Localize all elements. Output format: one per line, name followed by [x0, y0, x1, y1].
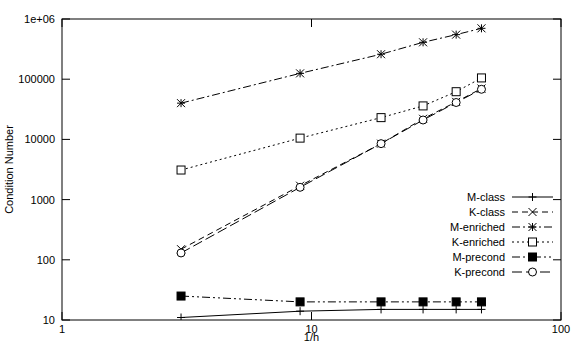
data-point: [377, 140, 385, 148]
data-point: [296, 183, 304, 191]
series-line: [181, 78, 481, 170]
plot-frame: [62, 19, 561, 320]
data-point: [377, 298, 385, 306]
y-tick-label: 1000: [31, 194, 55, 206]
data-point: [177, 166, 185, 174]
legend: M-class K-class M-enriched K-enriched M-prec…: [450, 191, 553, 278]
data-point: [477, 85, 485, 93]
data-point: [477, 85, 485, 93]
data-point: [177, 99, 185, 107]
data-point: [419, 298, 427, 306]
data-point: [419, 38, 427, 46]
x-tick-label: 1: [59, 323, 65, 335]
y-tick: [62, 79, 561, 80]
plot-area: [177, 24, 485, 320]
legend-marker: [529, 223, 537, 231]
data-point: [177, 249, 185, 257]
y-tick-label: 10000: [24, 133, 55, 145]
data-point: [477, 298, 485, 306]
legend-label: M-precond: [452, 251, 505, 263]
data-point: [377, 50, 385, 58]
legend-label: K-enriched: [452, 236, 505, 248]
legend-marker: [529, 253, 537, 261]
y-tick-label: 10: [43, 314, 55, 326]
data-point: [452, 305, 460, 313]
x-axis-title: 1/h: [304, 331, 319, 343]
data-point: [452, 98, 460, 106]
series-line: [181, 28, 481, 103]
series-line: [181, 89, 481, 250]
data-point: [377, 114, 385, 122]
data-point: [419, 305, 427, 313]
data-point: [419, 116, 427, 124]
series-line: [181, 89, 481, 253]
data-point: [377, 140, 385, 148]
x-tick: [311, 19, 312, 320]
chart: 101001000100001000001e+061101001/hCondit…: [0, 0, 576, 343]
y-tick: [62, 139, 561, 140]
data-point: [452, 99, 460, 107]
data-point: [452, 31, 460, 39]
x-tick: [561, 19, 562, 320]
legend-label: M-enriched: [450, 221, 505, 233]
legend-marker: [529, 238, 537, 246]
data-point: [377, 305, 385, 313]
y-tick-label: 100000: [18, 73, 55, 85]
series-line: [181, 309, 481, 317]
data-point: [477, 74, 485, 82]
legend-label: K-precond: [454, 266, 505, 278]
data-point: [477, 305, 485, 313]
data-point: [452, 298, 460, 306]
legend-marker: [529, 268, 537, 276]
series-line: [181, 296, 481, 302]
data-point: [419, 102, 427, 110]
data-point: [477, 24, 485, 32]
legend-label: M-class: [467, 191, 505, 203]
y-axis-title: Condition Number: [3, 125, 15, 214]
data-point: [296, 134, 304, 142]
x-tick: [62, 19, 63, 320]
data-point: [296, 298, 304, 306]
data-point: [177, 314, 185, 320]
y-tick-label: 1e+06: [24, 13, 55, 25]
legend-marker: [529, 193, 537, 201]
data-point: [177, 292, 185, 300]
data-point: [452, 88, 460, 96]
data-point: [296, 69, 304, 77]
legend-label: K-class: [469, 206, 506, 218]
data-point: [296, 307, 304, 315]
legend-marker: [529, 208, 537, 216]
y-tick-label: 100: [37, 254, 55, 266]
x-tick-label: 100: [552, 323, 570, 335]
